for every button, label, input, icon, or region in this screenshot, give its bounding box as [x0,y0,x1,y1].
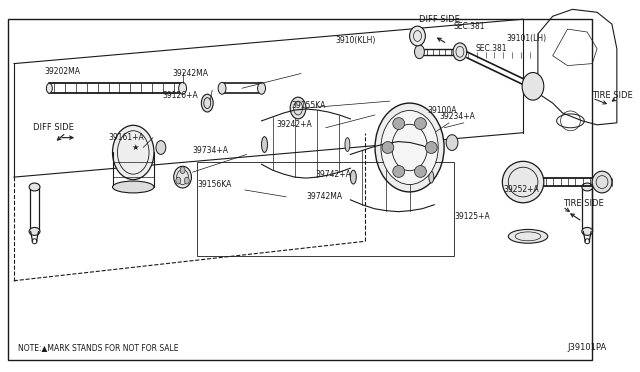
Text: 39155KA: 39155KA [291,100,326,110]
Ellipse shape [415,45,424,59]
Ellipse shape [582,227,593,235]
Ellipse shape [113,125,154,180]
Ellipse shape [502,161,544,203]
Circle shape [393,118,404,129]
Ellipse shape [173,166,191,188]
Text: 39734+A: 39734+A [193,146,228,155]
Text: 39742+A: 39742+A [316,170,352,179]
Ellipse shape [290,97,306,119]
Ellipse shape [29,183,40,191]
Ellipse shape [582,183,593,191]
Ellipse shape [46,83,52,93]
Ellipse shape [522,73,544,100]
Text: 39156KA: 39156KA [197,180,232,189]
Text: SEC.381: SEC.381 [476,44,508,53]
Ellipse shape [375,103,444,192]
Text: DIFF SIDE: DIFF SIDE [419,15,460,24]
Ellipse shape [202,94,213,112]
Ellipse shape [180,167,185,174]
Text: 39100A: 39100A [428,106,457,115]
Text: 39242MA: 39242MA [173,69,209,78]
Ellipse shape [218,82,226,94]
Text: J39101PA: J39101PA [568,343,607,352]
Ellipse shape [508,230,548,243]
Text: TIRE SIDE: TIRE SIDE [592,91,633,100]
Text: NOTE:▲MARK STANDS FOR NOT FOR SALE: NOTE:▲MARK STANDS FOR NOT FOR SALE [18,343,179,352]
Ellipse shape [592,171,612,193]
Ellipse shape [410,26,426,46]
Circle shape [415,166,426,177]
Text: SEC.381: SEC.381 [454,22,486,31]
Text: 39252+A: 39252+A [503,186,539,195]
Ellipse shape [345,138,350,151]
Circle shape [393,166,404,177]
Ellipse shape [453,43,467,61]
Ellipse shape [156,141,166,154]
Ellipse shape [446,135,458,150]
Text: ★: ★ [131,143,139,152]
Text: TIRE SIDE: TIRE SIDE [563,199,604,208]
Text: 39125+A: 39125+A [454,212,490,221]
Bar [197,162,454,256]
Text: 39126+A: 39126+A [163,91,198,100]
Ellipse shape [176,177,180,184]
Text: 3910(KLH): 3910(KLH) [335,36,376,45]
Ellipse shape [350,170,356,184]
Circle shape [382,142,394,153]
Ellipse shape [179,82,186,94]
Text: DIFF SIDE: DIFF SIDE [33,123,74,132]
Text: 39242+A: 39242+A [276,120,312,129]
Ellipse shape [381,110,438,185]
Circle shape [426,142,437,153]
Text: 39161+A: 39161+A [109,133,144,142]
Text: 39742MA: 39742MA [306,192,342,201]
Text: 39101(LH): 39101(LH) [506,35,547,44]
Text: 39202MA: 39202MA [44,67,81,76]
Ellipse shape [184,177,189,184]
Ellipse shape [257,82,266,94]
Text: 39234+A: 39234+A [439,112,475,121]
Ellipse shape [113,181,154,193]
Ellipse shape [262,137,268,153]
Ellipse shape [429,171,434,183]
Ellipse shape [29,227,40,235]
Circle shape [415,118,426,129]
